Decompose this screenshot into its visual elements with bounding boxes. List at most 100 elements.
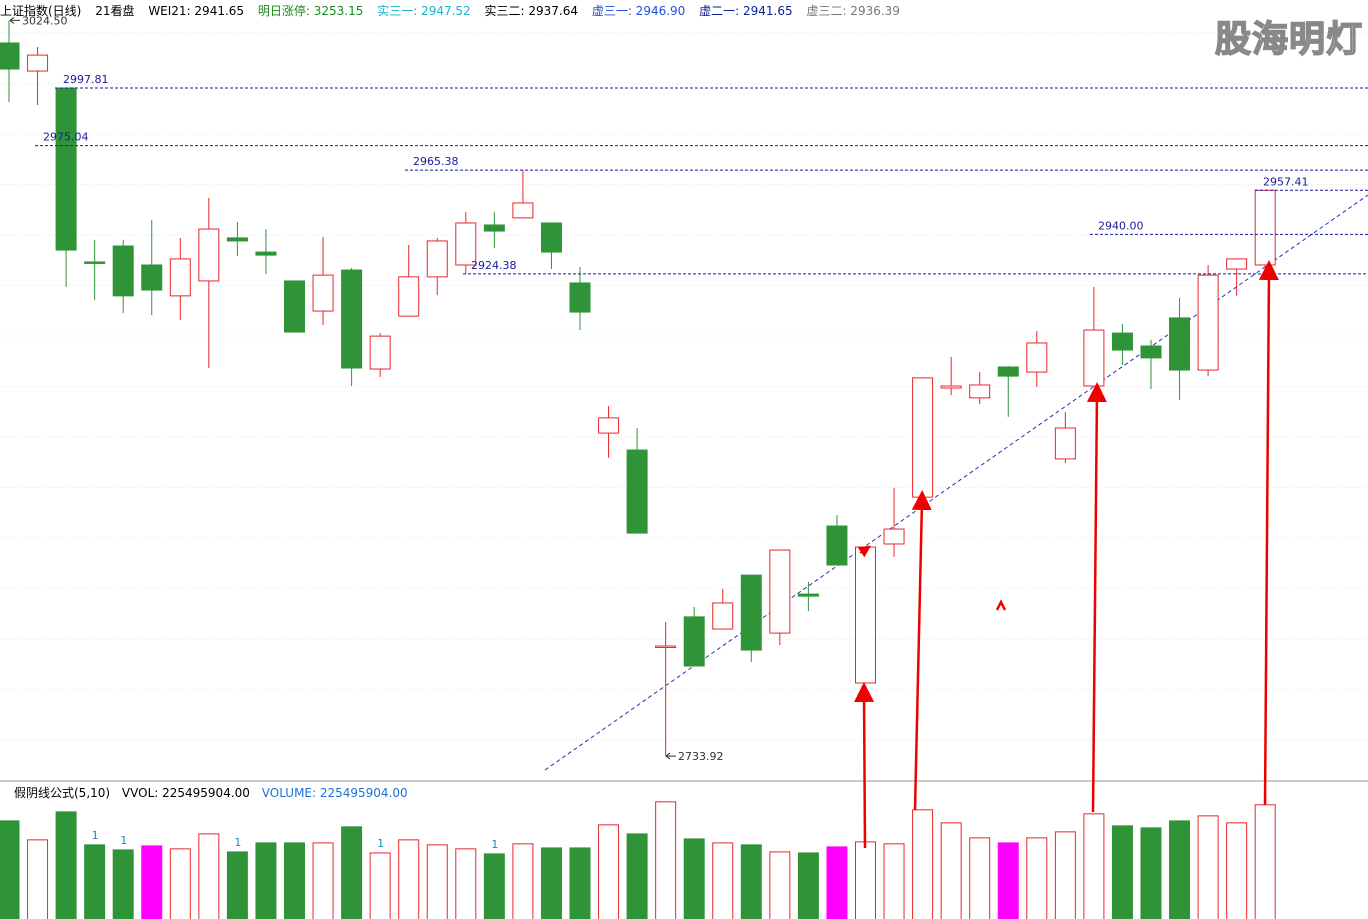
candle-body bbox=[1054, 427, 1076, 460]
candle-body bbox=[1169, 317, 1191, 371]
indicator: 21看盘 bbox=[95, 4, 135, 18]
indicator: 实三二: 2937.64 bbox=[484, 4, 578, 18]
candle-body bbox=[55, 87, 77, 251]
volume-bar bbox=[855, 841, 876, 919]
volume-bar bbox=[912, 809, 934, 919]
extreme-label: 3024.50 bbox=[22, 14, 68, 27]
candle-body bbox=[855, 546, 876, 684]
volume-bar bbox=[997, 842, 1019, 919]
volume-bar bbox=[398, 839, 420, 919]
candle-body bbox=[426, 240, 448, 278]
volume-bar bbox=[683, 838, 705, 919]
indicator: 明日涨停: 3253.15 bbox=[257, 4, 364, 18]
volume-bar bbox=[55, 811, 77, 919]
candle-body bbox=[598, 417, 620, 434]
volume-bar bbox=[1111, 825, 1133, 919]
volume-bar bbox=[769, 851, 791, 919]
candle-body bbox=[0, 42, 20, 70]
volume-bar bbox=[655, 801, 677, 919]
arrow bbox=[857, 545, 871, 558]
candle-body bbox=[369, 335, 391, 370]
extreme-pointer bbox=[9, 17, 20, 24]
volume-bar bbox=[455, 848, 477, 919]
caret bbox=[995, 599, 1007, 611]
candle-body bbox=[1083, 329, 1105, 387]
volume-bar bbox=[255, 842, 277, 919]
level-label: 2940.00 bbox=[1098, 219, 1144, 232]
marks: 2997.81 2975.04 2965.38 2957.41 2940.00 2924.… bbox=[0, 14, 1368, 919]
candle-body bbox=[969, 384, 991, 399]
level-label: 2997.81 bbox=[63, 73, 109, 86]
candle-body bbox=[1254, 189, 1276, 266]
candle-body bbox=[483, 224, 505, 232]
volume-header: 假阴线公式(5,10) VVOL: 225495904.00 VOLUME: 2… bbox=[14, 784, 416, 801]
volume-bar bbox=[1140, 827, 1162, 919]
candle-body bbox=[1197, 274, 1219, 371]
candle-body bbox=[826, 525, 848, 566]
volume-bar bbox=[940, 822, 962, 919]
indicator: VOLUME: 225495904.00 bbox=[261, 786, 408, 800]
extreme-pointer bbox=[665, 752, 676, 760]
candle-body bbox=[997, 366, 1019, 377]
volume-bar bbox=[1026, 837, 1048, 919]
candle-body bbox=[84, 261, 106, 264]
header: 上证指数(日线) 21看盘 WEI21: 2941.65 明日涨停: 3253.… bbox=[0, 2, 910, 19]
candle-body bbox=[226, 237, 248, 242]
volume-bar bbox=[1083, 813, 1105, 919]
volume-bar bbox=[569, 847, 591, 919]
candle-body bbox=[655, 645, 677, 648]
volume-bar bbox=[826, 846, 848, 919]
candle-body bbox=[683, 616, 705, 667]
volume-bar bbox=[740, 844, 762, 919]
volume-bar bbox=[797, 852, 819, 919]
indicator: WEI21: 2941.65 bbox=[148, 4, 245, 18]
volume-bar bbox=[284, 842, 305, 919]
candle-body bbox=[940, 385, 962, 389]
volume-bar bbox=[883, 843, 905, 919]
candle-body bbox=[769, 549, 791, 634]
candle-body bbox=[341, 269, 363, 369]
candle-body bbox=[112, 245, 134, 297]
volume-bar bbox=[369, 852, 391, 919]
candle-body bbox=[883, 528, 905, 545]
volume-bar bbox=[512, 843, 534, 919]
indicator: VVOL: 225495904.00 bbox=[121, 786, 250, 800]
candle-body bbox=[455, 222, 477, 266]
volume-note: 1 bbox=[234, 836, 241, 849]
volume-bar bbox=[598, 824, 620, 919]
volume-bar bbox=[626, 833, 648, 919]
volume-bar bbox=[112, 849, 134, 919]
arrow bbox=[911, 490, 932, 811]
candle-body bbox=[1026, 342, 1048, 373]
arrow bbox=[854, 682, 875, 849]
candle-body bbox=[569, 282, 591, 313]
title: 上证指数(日线) bbox=[0, 4, 82, 18]
level-label: 2965.38 bbox=[413, 155, 459, 168]
candle-body bbox=[712, 602, 734, 630]
level-label: 2957.41 bbox=[1263, 175, 1309, 188]
volume-bar bbox=[141, 845, 163, 919]
candle-body bbox=[1111, 332, 1133, 351]
candle-body bbox=[284, 280, 305, 333]
candle-body bbox=[398, 276, 420, 317]
volume-bar bbox=[1254, 804, 1276, 919]
candle-body bbox=[141, 264, 163, 291]
volume-note: 1 bbox=[120, 834, 127, 847]
volume-bar bbox=[969, 837, 991, 919]
indicator: 虚三一: 2946.90 bbox=[591, 4, 686, 18]
volume-title: 假阴线公式(5,10) bbox=[14, 786, 111, 800]
arrows bbox=[854, 260, 1279, 849]
volume-bar bbox=[312, 842, 334, 919]
volume-note: 1 bbox=[491, 838, 498, 851]
volume-bar bbox=[712, 842, 734, 919]
candle-body bbox=[626, 449, 648, 534]
volume-bar bbox=[27, 839, 49, 919]
volume-note: 1 bbox=[92, 829, 99, 842]
volume-bar bbox=[1169, 820, 1191, 919]
arrow bbox=[1258, 260, 1279, 806]
level-label: 2924.38 bbox=[471, 259, 517, 272]
candle-body bbox=[1226, 258, 1248, 270]
candle-body bbox=[169, 258, 191, 297]
